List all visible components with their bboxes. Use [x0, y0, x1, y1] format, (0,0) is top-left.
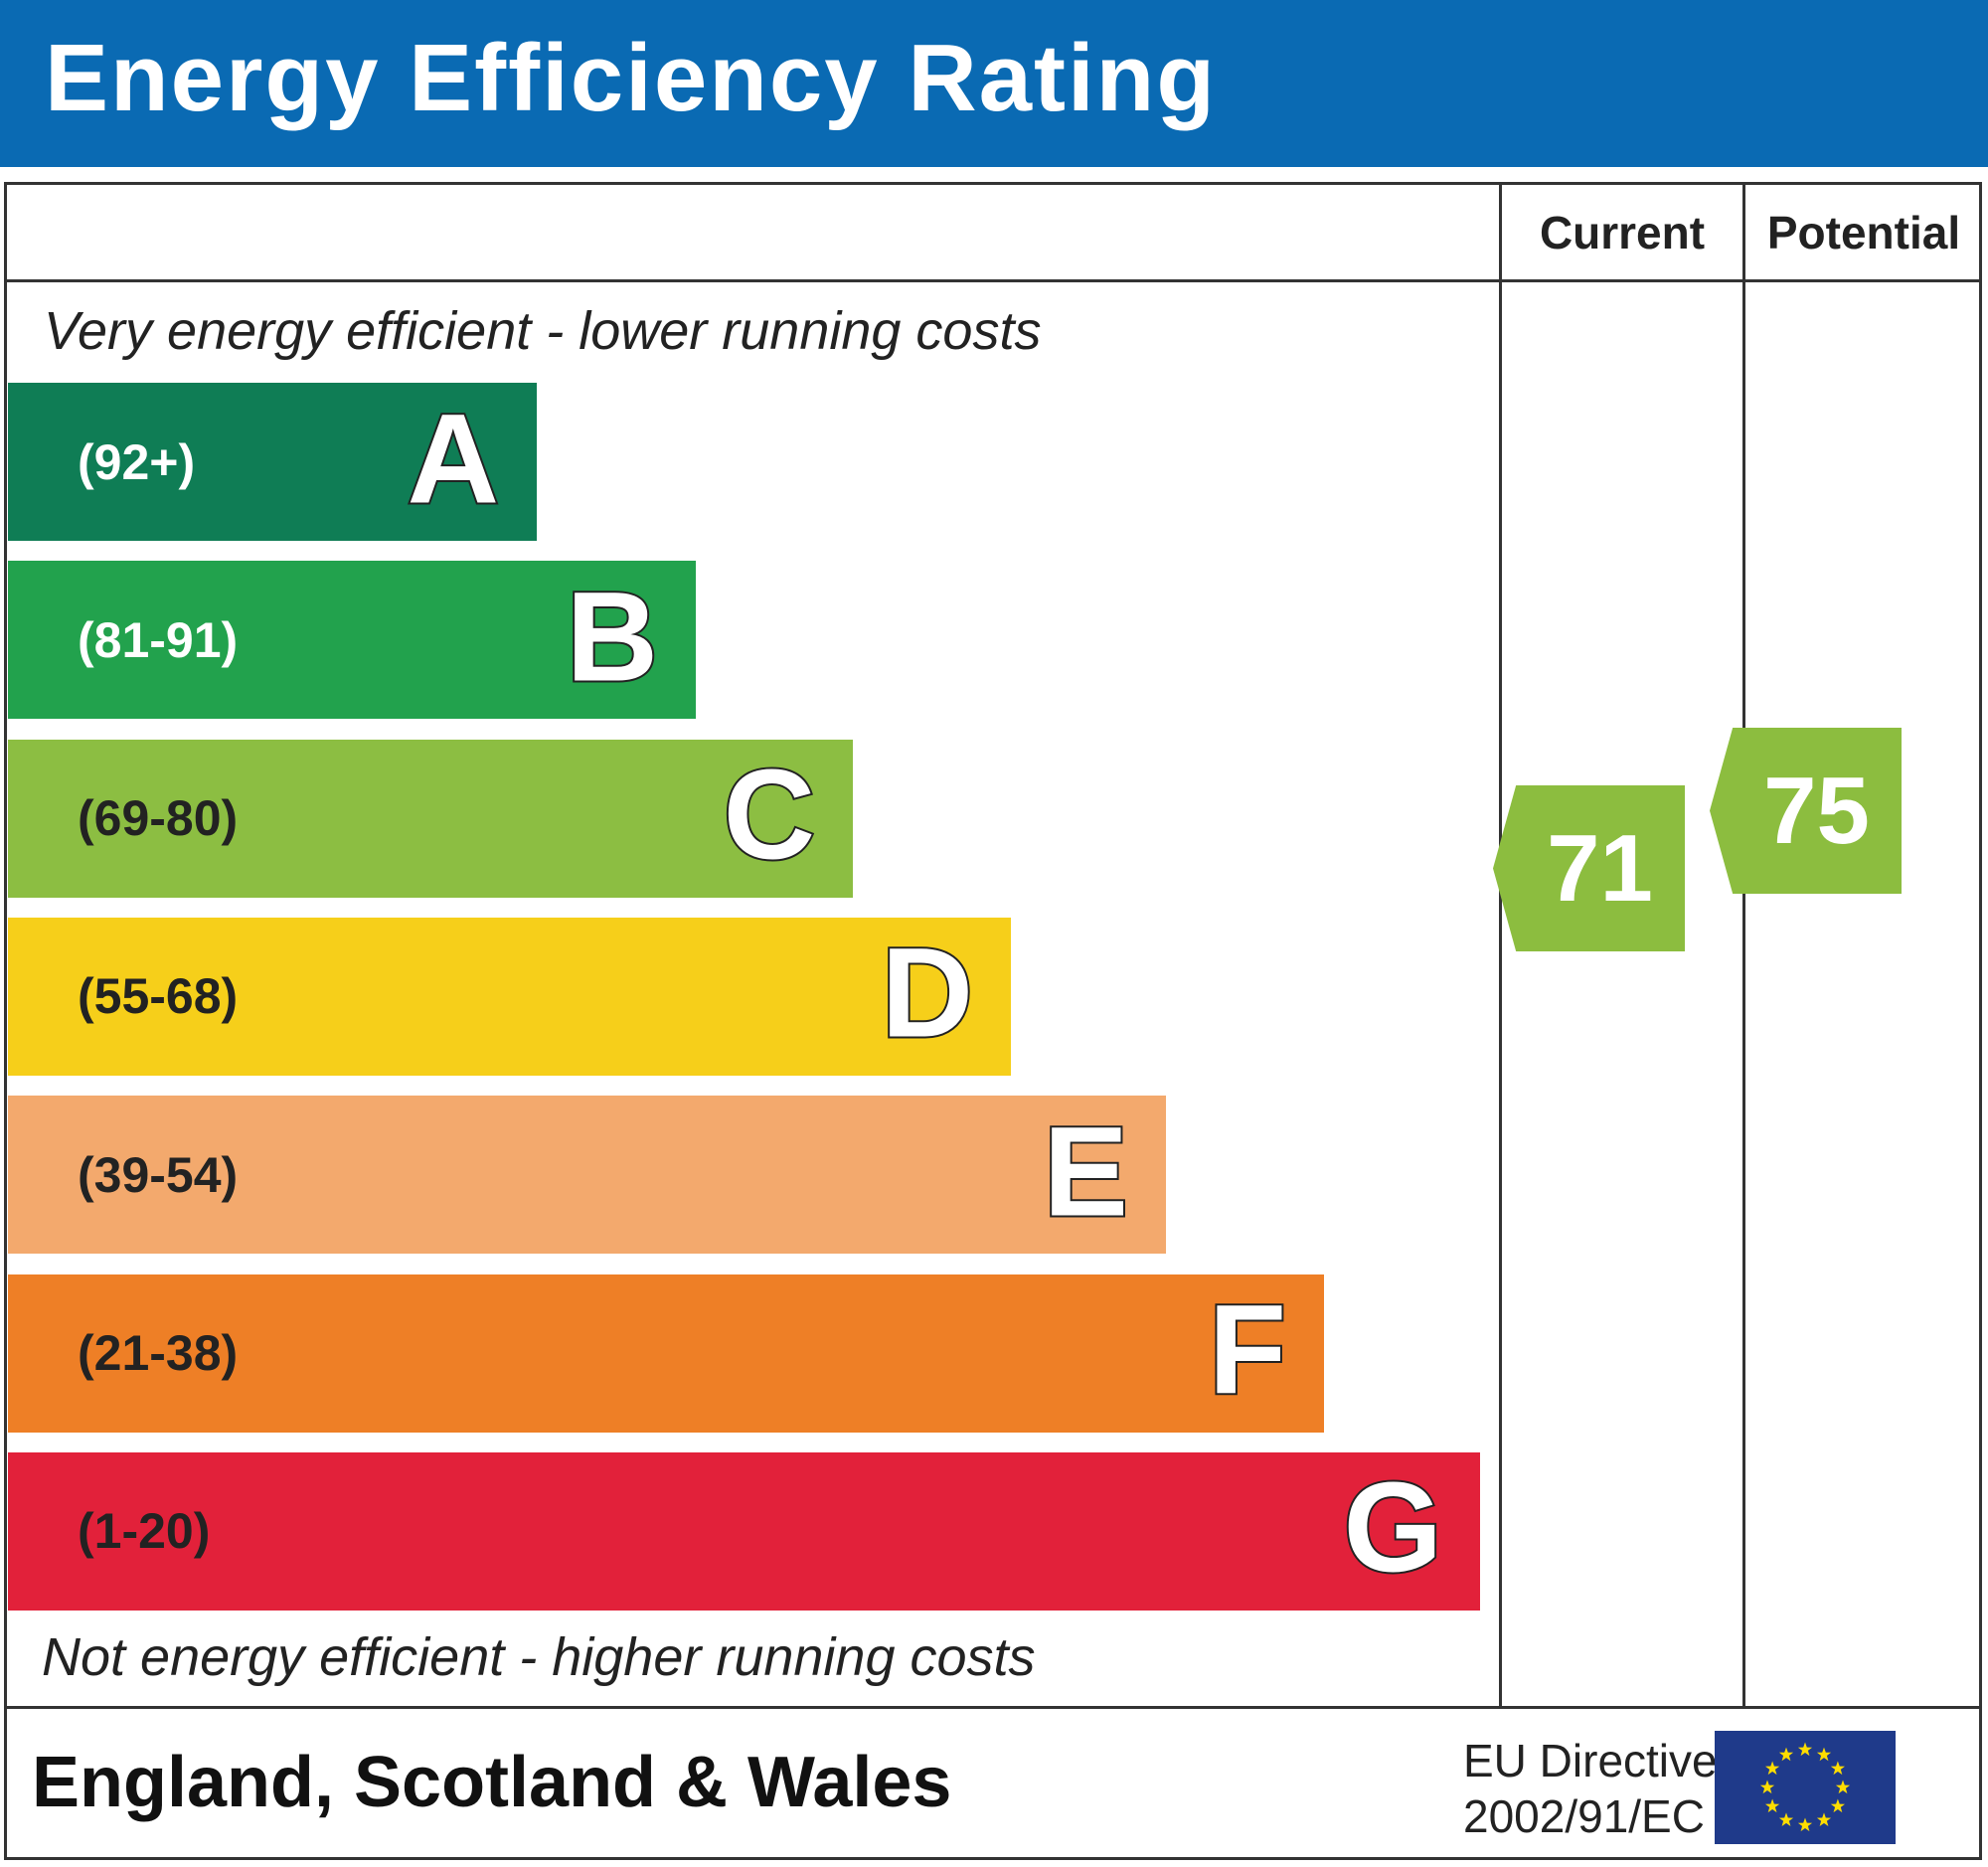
title-banner	[0, 0, 1988, 167]
star-icon	[1835, 1780, 1851, 1794]
column-divider-potential	[1742, 184, 1745, 1707]
column-header-current: Current	[1539, 207, 1706, 258]
star-icon	[1765, 1761, 1780, 1776]
note-top: Very energy efficient - lower running co…	[44, 301, 1042, 361]
band-range: (92+)	[78, 433, 196, 490]
star-icon	[1778, 1747, 1794, 1762]
band-bar-c: (69-80) C	[8, 739, 853, 898]
band-letter: B	[565, 564, 660, 710]
band-letter: A	[406, 386, 501, 532]
directive-line2: 2002/91/EC	[1463, 1790, 1705, 1842]
current-rating-arrow: 71	[1493, 785, 1685, 951]
header-divider	[6, 279, 1982, 282]
eu-flag-icon	[1715, 1731, 1896, 1844]
current-rating-value: 71	[1547, 814, 1653, 922]
band-bar-f: (21-38) F	[8, 1273, 1324, 1433]
band-bar-a: (92+) A	[8, 383, 537, 541]
band-letter: C	[722, 743, 817, 889]
star-icon	[1830, 1761, 1845, 1776]
star-icon	[1797, 1817, 1813, 1832]
chart-title: Energy Efficiency Rating	[45, 25, 1217, 131]
column-header-potential: Potential	[1766, 207, 1961, 258]
column-divider-current	[1499, 184, 1502, 1707]
band-letter: F	[1207, 1277, 1288, 1424]
note-bottom: Not energy efficient - higher running co…	[42, 1627, 1036, 1687]
band-range: (69-80)	[78, 790, 239, 847]
star-icon	[1816, 1747, 1832, 1762]
star-icon	[1765, 1798, 1780, 1813]
band-range: (81-91)	[78, 611, 239, 668]
band-bar-e: (39-54) E	[8, 1096, 1166, 1255]
rating-table	[4, 182, 1982, 1860]
band-bar-g: (1-20) G	[8, 1451, 1480, 1611]
potential-rating-arrow: 75	[1710, 728, 1902, 894]
potential-rating-value: 75	[1763, 757, 1870, 864]
directive-line1: EU Directive	[1463, 1735, 1718, 1786]
band-letter: E	[1042, 1099, 1130, 1245]
star-icon	[1816, 1812, 1832, 1826]
footer-divider	[6, 1706, 1982, 1709]
star-icon	[1830, 1798, 1845, 1813]
band-range: (21-38)	[78, 1325, 239, 1381]
band-bar-d: (55-68) D	[8, 917, 1011, 1076]
band-range: (55-68)	[78, 968, 239, 1025]
band-letter: G	[1341, 1455, 1444, 1602]
band-range: (39-54)	[78, 1146, 239, 1203]
band-letter: D	[880, 921, 975, 1067]
star-icon	[1797, 1742, 1813, 1757]
band-bar-b: (81-91) B	[8, 561, 696, 720]
band-range: (1-20)	[78, 1503, 211, 1560]
star-icon	[1778, 1812, 1794, 1826]
star-icon	[1759, 1780, 1775, 1794]
region-label: England, Scotland & Wales	[32, 1743, 952, 1822]
